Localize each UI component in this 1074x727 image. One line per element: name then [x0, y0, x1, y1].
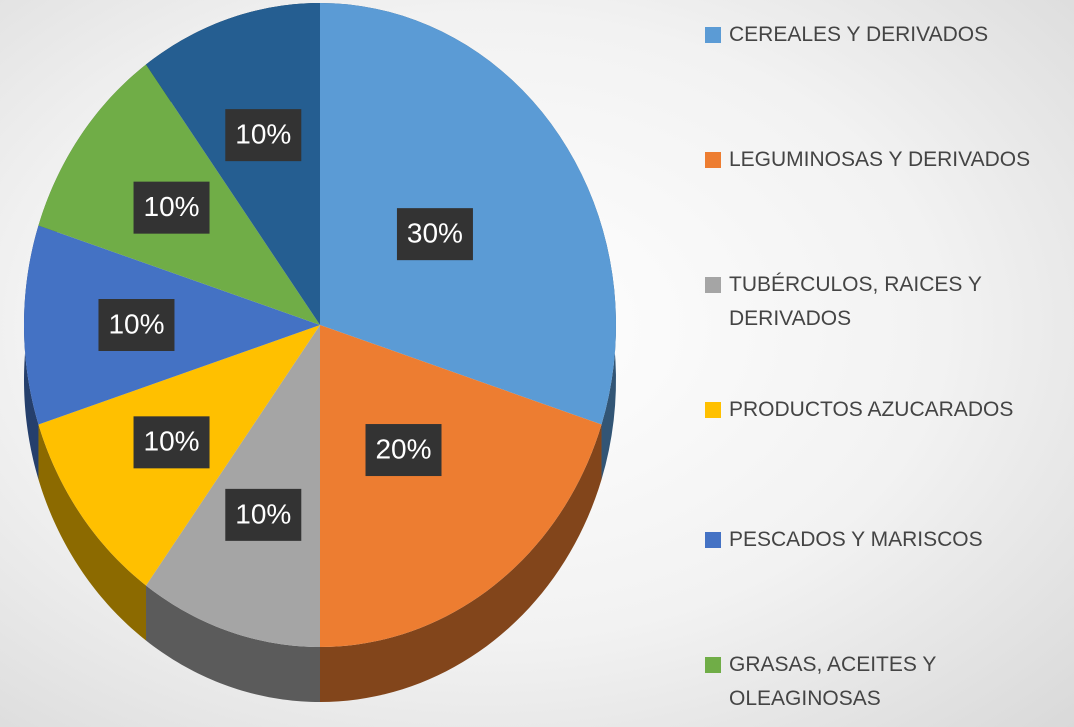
legend-label: TUBÉRCULOS, RAICES Y DERIVADOS [729, 273, 982, 330]
slice-side [38, 424, 147, 641]
legend-item: PESCADOS Y MARISCOS [705, 523, 1035, 557]
legend-swatch [705, 402, 721, 418]
legend-item: LEGUMINOSAS Y DERIVADOS [705, 143, 1035, 177]
legend-item: GRASAS, ACEITES Y OLEAGINOSAS [705, 648, 1035, 716]
slice [146, 3, 320, 325]
slice-side [146, 585, 320, 702]
data-label: 10% [144, 426, 200, 457]
label-box [98, 299, 175, 351]
legend-label: LEGUMINOSAS Y DERIVADOS [729, 148, 1031, 171]
data-label: 10% [108, 308, 164, 339]
legend-label: PESCADOS Y MARISCOS [729, 528, 983, 551]
data-label: 30% [407, 218, 463, 249]
legend-label: GRASAS, ACEITES Y OLEAGINOSAS [729, 653, 936, 710]
legend-swatch [705, 277, 721, 293]
legend-label: PRODUCTOS AZUCARADOS [729, 398, 1014, 421]
chart: 30% 20% 10% 10% 10% 10% 10% [24, 3, 616, 702]
label-box [365, 424, 442, 477]
slice [146, 325, 320, 647]
legend-label: CEREALES Y DERIVADOS [729, 23, 989, 46]
slice [320, 325, 602, 647]
label-box [133, 416, 210, 469]
slice-side [320, 424, 602, 702]
legend-swatch [705, 27, 721, 43]
legend-swatch [705, 532, 721, 548]
legend-item: PRODUCTOS AZUCARADOS [705, 393, 1035, 427]
label-box [396, 208, 473, 261]
label-box [225, 109, 302, 162]
data-label: 10% [235, 498, 291, 529]
legend-item: CEREALES Y DERIVADOS [705, 18, 1035, 52]
data-label: 20% [375, 433, 431, 464]
legend-swatch [705, 152, 721, 168]
legend-item: TUBÉRCULOS, RAICES Y DERIVADOS [705, 268, 1035, 336]
label-box [133, 181, 210, 234]
data-label: 10% [144, 191, 200, 222]
label-box [225, 488, 302, 541]
legend-swatch [705, 657, 721, 673]
data-label: 10% [235, 119, 291, 150]
